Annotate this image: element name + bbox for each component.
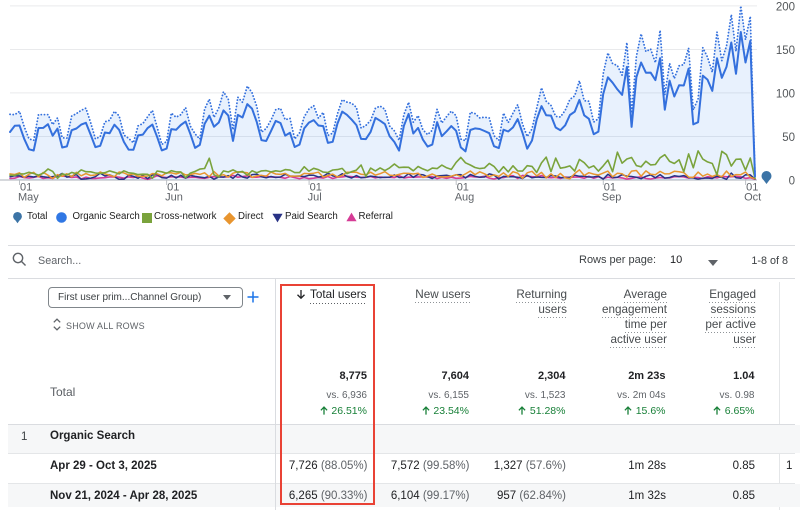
- svg-text:01: 01: [310, 182, 322, 194]
- svg-text:150: 150: [776, 45, 795, 57]
- svg-text:200: 200: [776, 2, 795, 14]
- svg-text:0: 0: [789, 176, 795, 188]
- svg-text:May: May: [18, 192, 39, 204]
- svg-text:Jun: Jun: [165, 192, 183, 204]
- svg-text:01: 01: [167, 182, 179, 194]
- svg-text:Aug: Aug: [455, 192, 475, 204]
- svg-text:01: 01: [746, 182, 758, 194]
- svg-text:Jul: Jul: [308, 192, 322, 204]
- svg-text:01: 01: [20, 182, 32, 194]
- svg-text:01: 01: [457, 182, 469, 194]
- svg-text:Sep: Sep: [602, 192, 622, 204]
- svg-text:Oct: Oct: [744, 192, 761, 204]
- svg-text:100: 100: [776, 88, 795, 100]
- svg-text:50: 50: [782, 132, 795, 144]
- svg-text:01: 01: [604, 182, 616, 194]
